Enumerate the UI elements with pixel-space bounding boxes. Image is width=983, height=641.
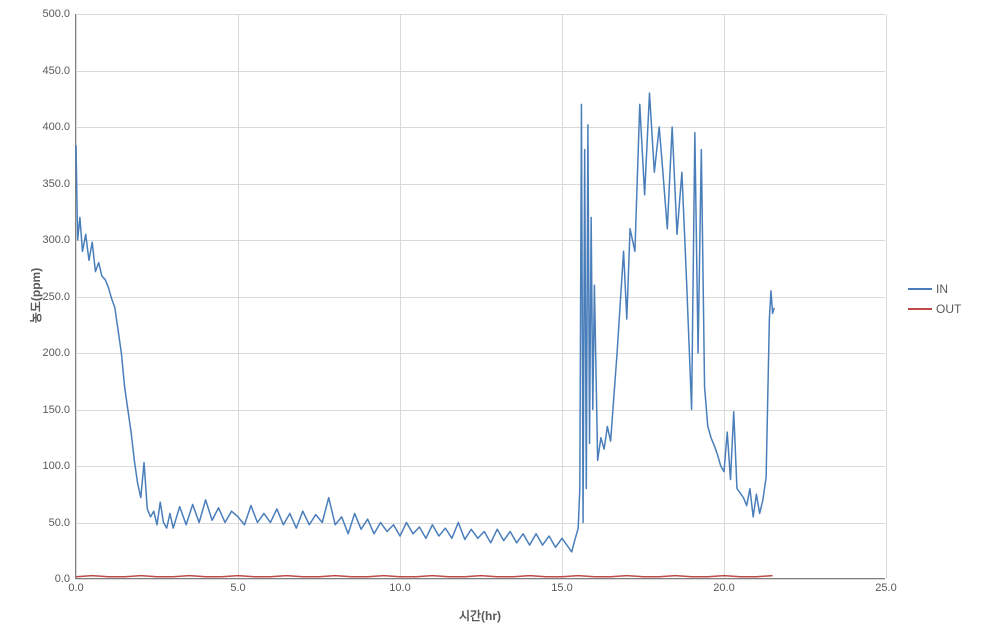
y-tick: 250.0 <box>42 291 76 303</box>
y-tick: 50.0 <box>49 517 76 529</box>
y-tick: 350.0 <box>42 178 76 190</box>
x-tick: 20.0 <box>713 578 734 594</box>
legend-item-out: OUT <box>908 302 961 316</box>
legend-item-in: IN <box>908 282 961 296</box>
plot-area: 0.050.0100.0150.0200.0250.0300.0350.0400… <box>75 14 885 579</box>
x-axis-label: 시간(hr) <box>459 607 501 624</box>
legend-label: IN <box>936 282 948 296</box>
y-tick: 400.0 <box>42 121 76 133</box>
legend-swatch <box>908 308 932 310</box>
y-tick: 200.0 <box>42 347 76 359</box>
legend-swatch <box>908 288 932 290</box>
x-tick: 15.0 <box>551 578 572 594</box>
y-axis-label: 농도(ppm) <box>27 267 44 322</box>
series-out <box>76 14 886 579</box>
y-tick: 450.0 <box>42 65 76 77</box>
x-tick: 10.0 <box>389 578 410 594</box>
y-tick: 500.0 <box>42 8 76 20</box>
legend: IN OUT <box>908 282 961 316</box>
y-tick: 300.0 <box>42 234 76 246</box>
y-tick: 150.0 <box>42 404 76 416</box>
concentration-chart: 0.0 50.0 100.0 150.0 200.0 250.0 300.0 350.0 400… <box>0 0 983 641</box>
x-tick: 0.0 <box>68 578 83 594</box>
gridline-h <box>76 579 885 580</box>
legend-label: OUT <box>936 302 961 316</box>
x-tick: 5.0 <box>230 578 245 594</box>
y-tick: 100.0 <box>42 460 76 472</box>
x-tick: 25.0 <box>875 578 896 594</box>
gridline-v <box>886 14 887 578</box>
